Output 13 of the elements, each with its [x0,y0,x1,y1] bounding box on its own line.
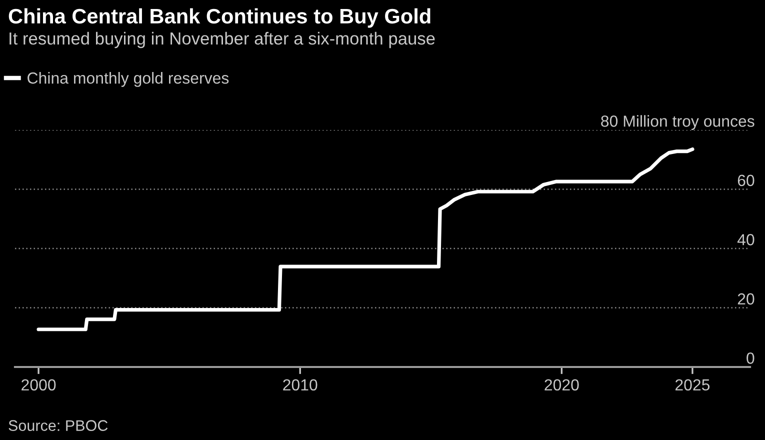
y-tick-label: 20 [738,293,754,305]
chart-title: China Central Bank Continues to Buy Gold [8,8,430,28]
y-tick-label: 40 [737,234,754,246]
source-note: Source: PBOC [8,420,108,431]
x-tick-label: 2000 [22,379,56,391]
y-tick-label: 80 Million troy ounces [601,115,754,130]
x-tick-label: 2010 [283,379,318,391]
legend-label: China monthly gold reserves [28,72,229,87]
chart-subtitle: It resumed buying in November after a six-month pause [10,32,435,48]
x-tick-label: 2020 [544,379,579,391]
y-tick-label: 60 [738,174,754,186]
y-tick-label: 0 [746,352,754,364]
x-tick-label: 2025 [675,379,710,391]
